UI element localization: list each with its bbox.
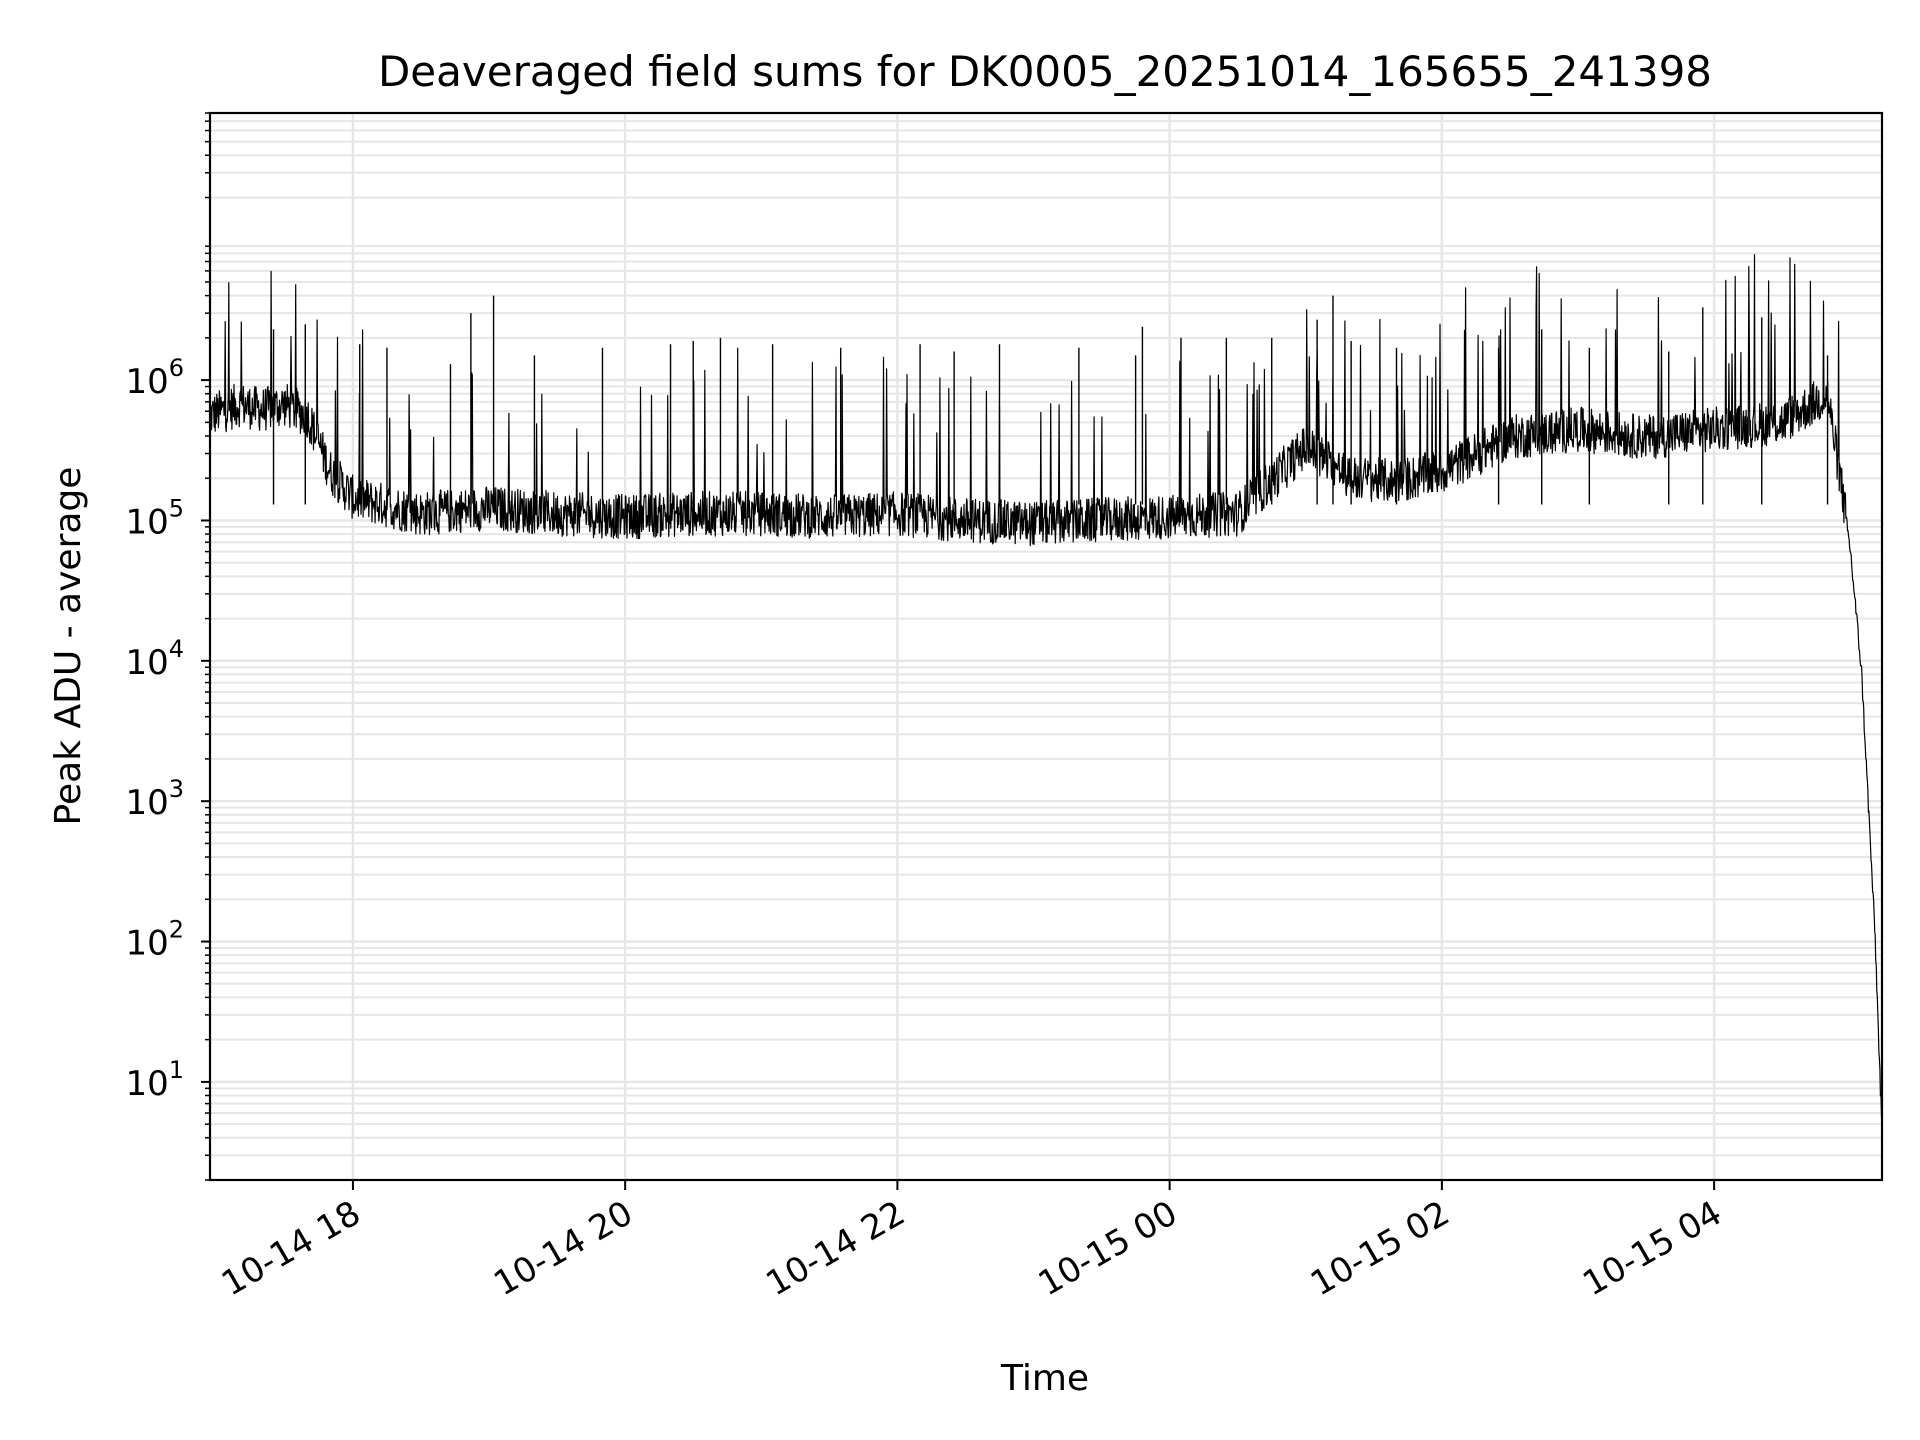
x-tick-label: 10-14 22 [760, 1193, 912, 1304]
x-tick-label: 10-14 18 [215, 1193, 367, 1304]
x-tick-label: 10-15 02 [1304, 1193, 1456, 1304]
series-line [209, 254, 1883, 1128]
y-tick-label: 104 [125, 635, 184, 683]
y-tick-label: 101 [125, 1056, 184, 1104]
x-axis-label: Time [1000, 1358, 1089, 1399]
x-tick-label: 10-14 20 [487, 1193, 639, 1304]
y-axis-label: Peak ADU - average [48, 467, 89, 826]
grid [210, 112, 1882, 1181]
y-tick-label: 105 [125, 494, 184, 542]
plot-area [209, 254, 1883, 1128]
y-tick-label: 106 [125, 354, 184, 402]
x-axis: 10-14 18 10-14 20 10-14 22 10-15 00 10-15 02… [215, 1180, 1729, 1304]
y-axis: 101 102 103 104 105 106 [125, 112, 210, 1181]
chart-title: Deaveraged field sums for DK0005_2025101… [378, 47, 1712, 96]
x-tick-label: 10-15 00 [1032, 1193, 1184, 1304]
y-tick-label: 103 [125, 775, 184, 823]
y-tick-label: 102 [125, 916, 184, 964]
plot-frame [208, 111, 1884, 1182]
x-tick-label: 10-15 04 [1576, 1193, 1728, 1304]
